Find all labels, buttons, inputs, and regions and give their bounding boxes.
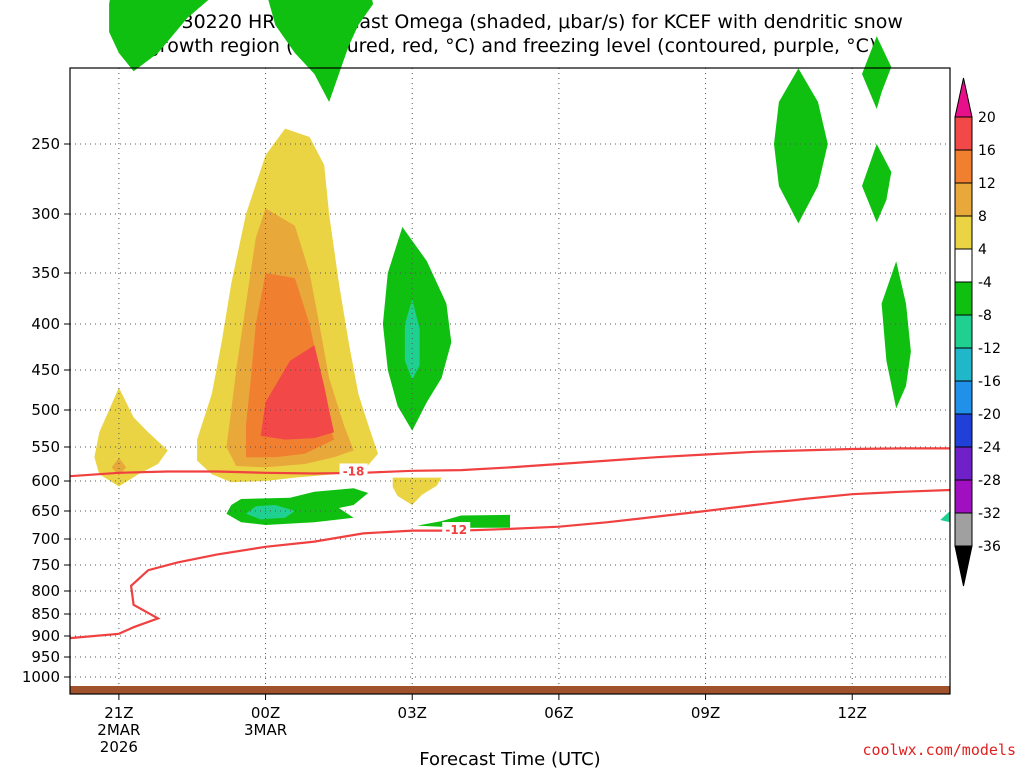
chart-title-line-1: 2026030220 HRRR Forecast Omega (shaded, … — [121, 11, 903, 33]
y-tick-label-700: 700 — [31, 530, 60, 548]
colorbar: 20 16 12 8 4 -4 -8 -12 -16 -20 -24 -28 -32 -36 — [954, 77, 1001, 587]
credit-link[interactable]: coolwx.com/models — [862, 741, 1016, 759]
y-tick-label-600: 600 — [31, 472, 60, 490]
colorbar-arrow-bottom — [954, 545, 973, 587]
y-tick-label-250: 250 — [31, 135, 60, 153]
colorbar-band-6 — [954, 281, 973, 316]
y-tick-label-800: 800 — [31, 582, 60, 600]
omega-region-teal-right-edge — [940, 511, 950, 523]
y-tick-label-500: 500 — [31, 401, 60, 419]
colorbar-label-12: -32 — [978, 506, 1001, 522]
omega-region-yellow-lower — [392, 477, 442, 505]
x-axis-label: Forecast Time (UTC) — [419, 749, 600, 768]
omega-region-green-right-3 — [862, 144, 892, 223]
chart-title-line-2: growth region (contoured, red, °C) and f… — [148, 35, 877, 57]
plot-frame — [69, 67, 951, 695]
omega-region-teal-mid — [404, 299, 420, 380]
colorbar-band-3 — [954, 182, 973, 217]
colorbar-band-7 — [954, 314, 973, 349]
omega-shading — [94, 0, 950, 528]
plot-area: -18 -12 — [69, 0, 951, 695]
temperature-contours: -18 -12 — [69, 447, 951, 640]
colorbar-label-0: 20 — [978, 110, 996, 126]
colorbar-label-1: 16 — [978, 143, 996, 159]
colorbar-label-11: -28 — [978, 473, 1001, 489]
colorbar-label-8: -16 — [978, 374, 1001, 390]
contour-label-bg--18 — [339, 463, 368, 479]
colorbar-label-7: -12 — [978, 341, 1001, 357]
colorbar-arrow-top — [954, 77, 973, 118]
omega-region-teal-lower — [246, 505, 295, 520]
x-tick-label-09Z-0: 09Z — [691, 704, 720, 722]
x-tick-label-21Z-0: 21Z — [104, 704, 133, 722]
x-tick-label-03Z-0: 03Z — [398, 704, 427, 722]
colorbar-band-4 — [954, 215, 973, 250]
y-tick-label-450: 450 — [31, 361, 60, 379]
y-tick-label-950: 950 — [31, 648, 60, 666]
omega-region-orange-left — [111, 457, 127, 476]
omega-region-yellow-left — [94, 387, 168, 487]
colorbar-label-10: -24 — [978, 440, 1001, 456]
contour-label-bg--12 — [442, 522, 471, 538]
colorbar-label-5: -4 — [978, 275, 992, 291]
omega-region-green-right-2 — [862, 36, 892, 110]
y-tick-label-1000: 1000 — [22, 668, 60, 686]
colorbar-band-8 — [954, 347, 973, 382]
y-tick-label-300: 300 — [31, 205, 60, 223]
colorbar-label-3: 8 — [978, 209, 987, 225]
colorbar-band-9 — [954, 380, 973, 415]
x-tick-label-21Z-2: 2026 — [100, 738, 138, 756]
colorbar-band-10 — [954, 413, 973, 448]
x-tick-label-00Z-1: 3MAR — [244, 721, 287, 739]
colorbar-label-13: -36 — [978, 539, 1001, 555]
contour-label--18: -18 — [343, 464, 365, 478]
grid-lines — [70, 68, 950, 686]
colorbar-label-2: 12 — [978, 176, 996, 192]
contour-label--12: -12 — [445, 523, 467, 537]
contour--12 — [69, 488, 951, 640]
x-tick-label-06Z-0: 06Z — [544, 704, 573, 722]
omega-region-green-right-4 — [881, 261, 911, 409]
y-tick-label-650: 650 — [31, 502, 60, 520]
colorbar-band-2 — [954, 149, 973, 184]
terrain-bar — [70, 686, 950, 694]
x-tick-label-00Z-0: 00Z — [251, 704, 280, 722]
colorbar-band-5 — [954, 248, 973, 283]
colorbar-band-12 — [954, 479, 973, 514]
y-tick-label-400: 400 — [31, 315, 60, 333]
y-axis: 250 300 350 400 450 500 550 600 650 700 750 800 850 9… — [22, 135, 70, 686]
omega-region-red-main — [260, 345, 334, 440]
omega-region-green-upper-center — [268, 0, 374, 102]
contour--18 — [69, 447, 950, 478]
y-tick-label-750: 750 — [31, 556, 60, 574]
x-tick-label-21Z-1: 2MAR — [97, 721, 140, 739]
omega-region-green-upper-left — [109, 0, 209, 72]
omega-region-green-bottom — [417, 514, 510, 528]
colorbar-label-6: -8 — [978, 308, 992, 324]
colorbar-band-1 — [954, 116, 973, 151]
colorbar-label-9: -20 — [978, 407, 1001, 423]
omega-region-green-right-1 — [774, 68, 828, 224]
colorbar-label-4: 4 — [978, 242, 987, 258]
y-tick-label-900: 900 — [31, 627, 60, 645]
y-tick-label-350: 350 — [31, 264, 60, 282]
x-tick-label-12Z-0: 12Z — [838, 704, 867, 722]
colorbar-band-13 — [954, 512, 973, 547]
colorbar-band-11 — [954, 446, 973, 481]
y-tick-label-550: 550 — [31, 438, 60, 456]
y-tick-label-850: 850 — [31, 605, 60, 623]
